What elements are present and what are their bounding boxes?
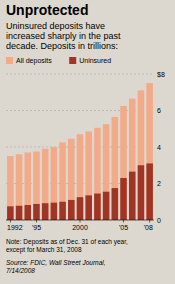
x-tick-label: 1992 [7,224,23,231]
bar [16,206,23,220]
x-tick [149,220,150,223]
legend-swatch [69,57,76,64]
bar [59,202,66,220]
legend: All deposits Uninsured [6,57,111,65]
bar [129,172,136,220]
bar [77,134,84,220]
bar [112,117,119,220]
bar [120,178,127,220]
bar [138,90,145,220]
bar [7,206,14,220]
x-tick [123,220,124,223]
subtitle: Uninsured deposits haveincreased sharply… [6,21,121,51]
legend-label: All deposits [16,57,52,65]
y-tick-label: $8 [157,71,165,78]
x-tick-label: '08 [144,224,153,231]
grid-line [6,74,154,75]
bar [51,147,58,220]
bar [33,152,40,220]
x-tick-label: '05 [119,224,128,231]
legend-label: Uninsured [79,57,111,64]
bar [77,197,84,220]
bar [146,163,153,220]
bar [103,124,110,220]
bar [42,149,49,220]
source: Source: FDIC, Wall Street Journal,7/14/2… [6,259,106,274]
bars [7,83,153,220]
bar [112,188,119,220]
bar [94,128,101,220]
grid [6,74,154,220]
y-tick-label: 2 [157,180,161,187]
legend-swatch [6,57,13,64]
x-tick-label: '95 [32,224,41,231]
bar [7,156,14,220]
chart: Unprotected Uninsured deposits haveincrea… [0,0,175,284]
x-tick-label: 2000 [72,224,88,231]
bar [85,131,92,220]
x-tick [10,220,11,223]
bar [120,106,127,220]
x-tick [36,220,37,223]
bar [33,204,40,220]
bar [68,200,75,220]
x-tick [80,220,81,223]
bar [129,99,136,220]
y-tick-label: 6 [157,107,161,114]
bar [51,203,58,220]
y-tick-label: 0 [157,217,161,224]
y-tick-label: 4 [157,144,161,151]
title: Unprotected [6,2,88,18]
bar [16,154,23,220]
bar [85,195,92,220]
bar [103,192,110,220]
bar [146,83,153,220]
bar [94,194,101,220]
bar [25,152,32,220]
bar [68,139,75,220]
note: Note: Deposits as of Dec. 31 of each yea… [6,238,128,254]
bar [138,165,145,220]
bar [59,142,66,220]
bar [25,205,32,220]
bar [42,203,49,220]
